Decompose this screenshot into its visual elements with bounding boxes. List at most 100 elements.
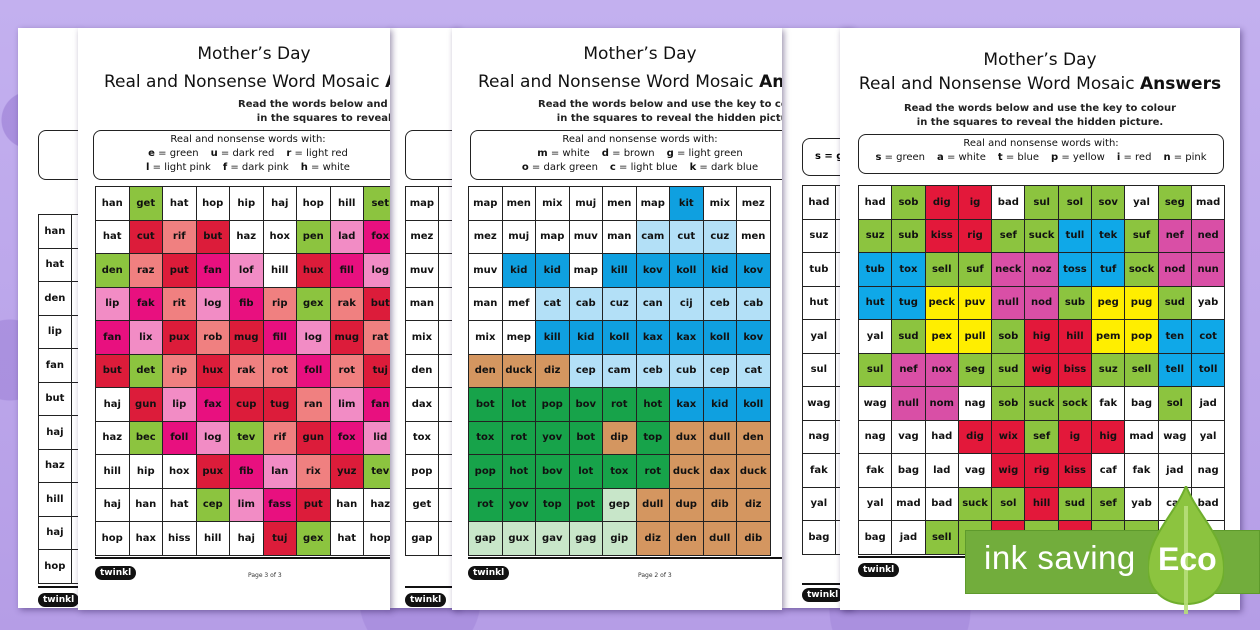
grid-cell: gex	[296, 521, 331, 556]
grid-cell: kit	[669, 186, 704, 221]
grid-cell: sef	[1091, 486, 1126, 521]
grid-row: gap	[405, 521, 458, 556]
grid-cell: cab	[736, 286, 771, 321]
grid-cell: lad	[924, 453, 959, 488]
grid-cell: pull	[957, 319, 993, 354]
grid-row: man mef cat cab cuz can cij ceb cab	[468, 286, 771, 321]
grid-cell	[70, 482, 78, 517]
grid-cell: wag	[857, 386, 893, 421]
grid-cell: pop	[405, 454, 439, 489]
grid-cell: hill	[1057, 319, 1093, 354]
key-entry: s = green	[875, 152, 926, 163]
grid-row: hop hax hiss hill haj tuj gex hat hop	[95, 521, 390, 556]
grid-row: haz bec foll log tev rif gun fox lid	[95, 420, 390, 455]
grid-cell: mix	[535, 186, 570, 221]
grid-cell: ceb	[702, 286, 737, 321]
grid-row: but det rip hux rak rot foll rot tuj	[95, 353, 390, 388]
grid-cell: sock	[1057, 386, 1093, 421]
grid-cell: rak	[229, 353, 264, 388]
grid-cell: suck	[1024, 386, 1059, 421]
grid-cell: bov	[535, 454, 570, 489]
grid-cell: men	[602, 186, 637, 221]
key-entry: d = brown	[601, 148, 655, 159]
grid-cell: pem	[1091, 319, 1126, 354]
grid-cell: dig	[924, 185, 959, 220]
grid-cell: seg	[1157, 185, 1192, 220]
grid-cell: yov	[535, 420, 570, 455]
grid-cell	[70, 314, 78, 349]
grid-cell: mix	[468, 320, 503, 355]
grid-row: get	[405, 487, 458, 522]
grid-cell: fax	[195, 387, 230, 422]
word-grid: han get hat hop hip haj hop hill set hat cut rif but…	[95, 186, 390, 556]
grid-cell	[70, 381, 78, 416]
word-grid: map mez muv man mix den dax tox pop get gap	[405, 186, 458, 556]
grid-cell: pex	[924, 319, 959, 354]
grid-cell: den	[736, 420, 771, 455]
twinkl-logo: twinkl	[38, 593, 78, 607]
grid-cell: wig	[1024, 352, 1059, 387]
grid-cell: gag	[568, 521, 603, 556]
grid-cell: hox	[262, 219, 297, 254]
grid-cell: rot	[329, 353, 364, 388]
grid-row: den raz put fan lof hill hux fill log	[95, 253, 390, 288]
key-box: s = g	[802, 138, 852, 176]
ink-saving-label: ink saving	[984, 539, 1136, 576]
grid-cell: jad	[891, 520, 926, 555]
grid-cell: hill	[1024, 486, 1059, 521]
grid-cell: map	[635, 186, 670, 221]
grid-cell: hill	[262, 253, 297, 288]
grid-cell: yal	[857, 319, 893, 354]
grid-cell: men	[501, 186, 536, 221]
grid-cell: bot	[468, 387, 503, 422]
grid-row: pop hot bov lot tox rot duck dax duck	[468, 454, 771, 489]
worksheet-title: Mother’s Day	[583, 44, 697, 64]
grid-cell: get	[405, 487, 439, 522]
grid-cell: tev	[363, 454, 390, 489]
grid-cell: null	[991, 285, 1026, 320]
grid-cell: dax	[702, 454, 737, 489]
grid-cell: hiss	[162, 521, 197, 556]
grid-cell: sub	[891, 218, 926, 253]
grid-cell: yuz	[329, 454, 364, 489]
grid-cell: fan	[95, 320, 130, 355]
grid-cell: tug	[891, 285, 926, 320]
footer-line	[802, 583, 852, 585]
grid-cell: seg	[957, 352, 993, 387]
grid-cell: lot	[568, 454, 603, 489]
grid-row: hat cut rif but haz hox pen lad fox	[95, 219, 390, 254]
grid-cell: tuj	[363, 353, 390, 388]
grid-row: tub tox sell suf neck noz toss tuf sock nod nun	[857, 252, 1226, 287]
grid-cell: log	[195, 420, 230, 455]
grid-cell: suf	[1124, 218, 1159, 253]
key-entry: a = white	[937, 152, 986, 163]
grid-cell: bag	[891, 453, 926, 488]
grid-cell: rot	[468, 487, 503, 522]
grid-cell: hax	[128, 521, 163, 556]
grid-cell: jad	[1157, 453, 1192, 488]
key-entry: t = blue	[997, 152, 1040, 163]
grid-cell: tub	[802, 252, 836, 287]
grid-cell: sov	[1091, 185, 1126, 220]
grid-cell: mez	[736, 186, 771, 221]
grid-row: suz sub kiss rig sef suck tull tek suf nef ned	[857, 218, 1226, 253]
grid-cell: log	[363, 253, 390, 288]
grid-cell: bag	[1124, 386, 1159, 421]
footer-line	[38, 586, 78, 588]
grid-cell: pot	[568, 487, 603, 522]
worksheet-page-2: Mother’s Day Real and Nonsense Word Mosa…	[452, 28, 782, 610]
grid-row: haj gun lip fax cup tug ran lim fan	[95, 387, 390, 422]
worksheet-subtitle: Real and Nonsense Word Mosaic Ans	[478, 72, 782, 92]
key-entry: n = pink	[1163, 152, 1207, 163]
grid-row: rot yov top pot gep dull dup dib diz	[468, 487, 771, 522]
grid-cell: rip	[262, 286, 297, 321]
grid-cell: sef	[991, 218, 1026, 253]
grid-cell: hig	[1091, 419, 1126, 454]
grid-row: fak bag lad vag wig rig kiss caf fak jad nag	[857, 453, 1226, 488]
grid-cell: hop	[95, 521, 130, 556]
grid-cell: cam	[635, 219, 670, 254]
grid-cell: hot	[635, 387, 670, 422]
grid-cell: cep	[702, 353, 737, 388]
grid-cell: gux	[501, 521, 536, 556]
grid-row: fan	[38, 348, 78, 383]
